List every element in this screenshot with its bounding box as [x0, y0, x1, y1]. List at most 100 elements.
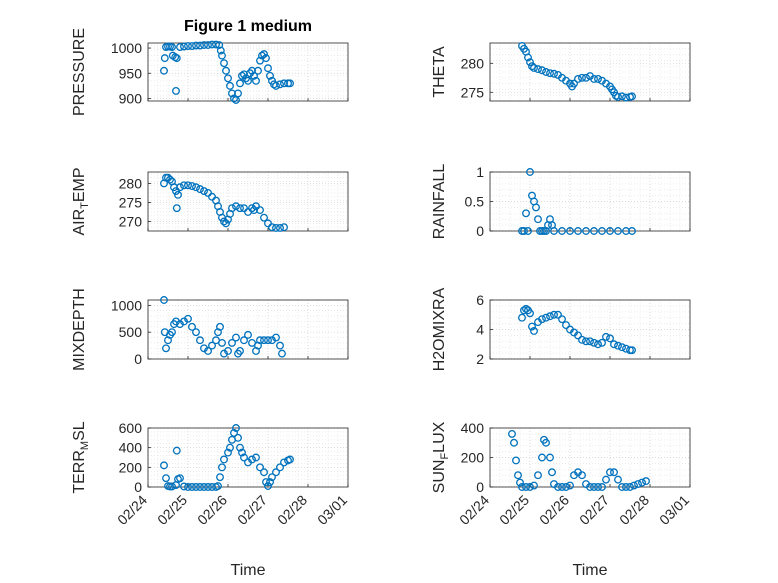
data-point [162, 474, 170, 483]
data-point [598, 338, 606, 347]
data-point [168, 482, 176, 491]
data-point [510, 438, 518, 447]
data-point [260, 468, 268, 477]
data-point [606, 468, 614, 477]
axes-box [489, 299, 691, 360]
data-point [172, 204, 181, 213]
data-point [526, 168, 534, 176]
data-point [614, 92, 622, 101]
data-point [196, 336, 204, 345]
plot-area [148, 428, 348, 487]
subplot-1: 900 950 1000 PRESSURE Figure 1 medium [71, 18, 349, 116]
y-axis-label: THETA [431, 46, 448, 98]
data-point [196, 185, 204, 194]
data-point [200, 187, 208, 195]
data-point [512, 456, 520, 465]
data-point [268, 473, 276, 482]
data-point [256, 336, 264, 345]
x-tick-label: 02/24 [456, 492, 492, 528]
data-point [554, 483, 562, 491]
data-point [180, 181, 188, 190]
data-point [188, 42, 196, 50]
data-point [162, 344, 170, 353]
data-point [232, 202, 240, 211]
data-point [172, 54, 181, 63]
data-point [196, 41, 204, 50]
data-point [176, 43, 184, 51]
data-point [566, 481, 574, 490]
y-tick-label: 500 [119, 324, 143, 340]
data-point [534, 471, 542, 480]
data-point [200, 41, 208, 49]
data-point [582, 73, 590, 82]
data-point [220, 455, 228, 464]
data-point [192, 41, 200, 50]
data-point [266, 71, 274, 80]
plot-area [148, 43, 348, 101]
data-point [234, 89, 242, 98]
data-point [184, 42, 192, 50]
data-point [276, 80, 284, 89]
data-point [546, 453, 554, 462]
data-point [236, 79, 244, 88]
data-point [522, 209, 530, 218]
data-point [558, 315, 566, 324]
subplot-3: 270 275 280 AIRTEMP [71, 167, 349, 236]
data-point [614, 341, 622, 350]
y-axis-label: TERRMSL [71, 421, 91, 493]
data-point [618, 483, 626, 491]
data-point [266, 478, 274, 487]
data-point [578, 471, 586, 480]
data-point [160, 461, 168, 470]
data-point [218, 51, 226, 60]
data-point [272, 468, 280, 477]
y-tick-label: 0 [476, 223, 484, 239]
data-point [548, 468, 556, 477]
data-point [254, 66, 262, 75]
data-point [220, 217, 228, 226]
data-point [278, 349, 286, 358]
data-point [226, 443, 234, 452]
x-tick-label: 03/01 [656, 492, 692, 528]
data-point [250, 71, 258, 80]
axes-box [489, 171, 691, 232]
data-point [218, 463, 226, 472]
data-point [610, 468, 618, 477]
data-point [530, 327, 538, 335]
axes-box [147, 427, 349, 488]
data-point [276, 224, 284, 232]
data-point [180, 42, 188, 51]
data-point [522, 483, 530, 491]
data-point [260, 213, 268, 222]
data-point [590, 483, 598, 491]
y-tick-label: 6 [476, 292, 484, 308]
data-point [594, 75, 602, 83]
y-tick-label: 900 [119, 90, 143, 106]
data-point [218, 338, 226, 347]
data-point [538, 66, 546, 75]
data-point [628, 227, 636, 235]
data-point [260, 50, 268, 59]
x-axis-label: Time [231, 562, 266, 579]
data-point [160, 54, 169, 63]
subplot-2: 275 280 THETA [431, 41, 691, 102]
y-tick-label: 600 [119, 420, 143, 436]
data-point [176, 183, 184, 192]
data-point [550, 227, 558, 235]
data-point [258, 51, 266, 60]
data-point [618, 343, 626, 352]
subplot-5: 0 500 1000 MIXDEPTH [71, 288, 349, 371]
y-tick-label: 0.5 [465, 194, 485, 210]
data-point [582, 227, 590, 235]
data-point [232, 424, 240, 432]
data-point [554, 310, 562, 319]
data-point [534, 215, 542, 224]
axes-box [147, 171, 349, 232]
data-point [172, 86, 180, 95]
data-point [204, 483, 212, 491]
data-point [638, 478, 646, 487]
data-point [222, 66, 230, 75]
data-point [574, 75, 582, 83]
data-point [168, 328, 176, 337]
